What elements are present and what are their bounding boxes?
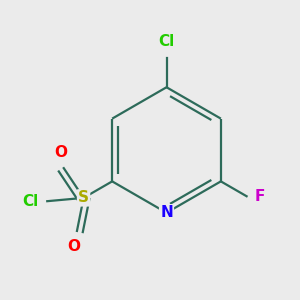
Text: N: N (160, 205, 173, 220)
Text: F: F (255, 189, 265, 204)
Text: O: O (67, 239, 80, 254)
Text: O: O (54, 145, 67, 160)
Text: Cl: Cl (23, 194, 39, 209)
Text: S: S (78, 190, 89, 206)
Text: Cl: Cl (158, 34, 175, 49)
